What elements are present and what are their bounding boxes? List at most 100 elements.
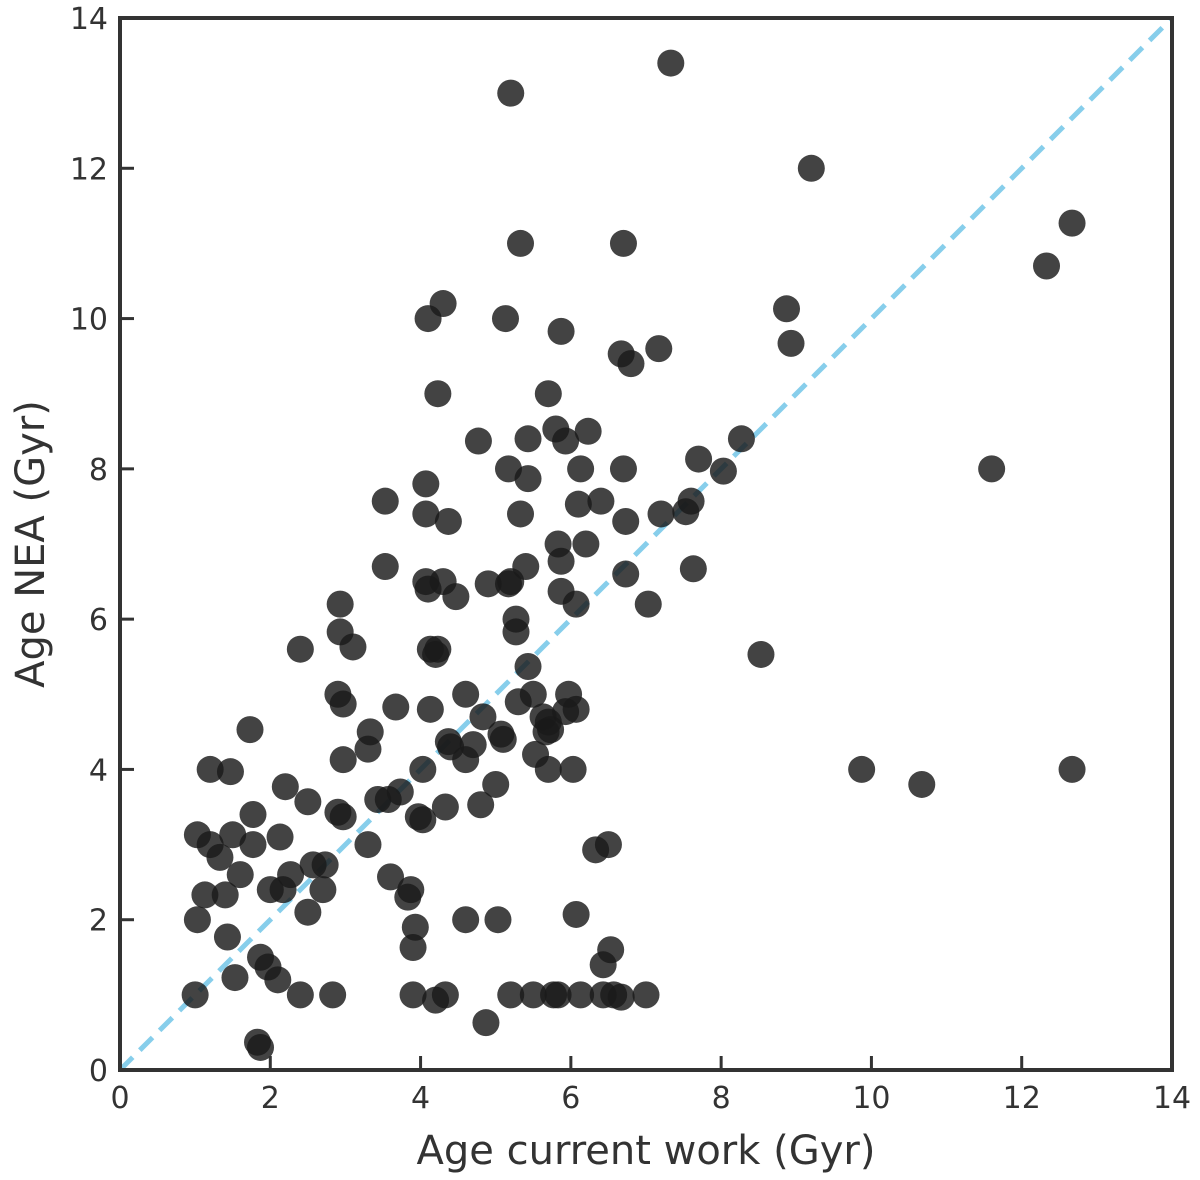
data-point [216,758,244,786]
data-point [424,635,452,663]
data-point [848,755,876,783]
data-point [773,295,801,323]
x-tick-label: 0 [110,1081,129,1116]
data-point [1033,252,1061,280]
data-point [452,906,480,934]
data-point [371,487,399,515]
data-point [319,981,347,1009]
data-point [399,934,427,962]
data-point [469,703,497,731]
data-point [747,640,775,668]
data-point [534,755,562,783]
data-point [266,823,294,851]
y-tick-label: 6 [89,603,108,638]
x-tick-label: 14 [1153,1081,1191,1116]
data-point [609,455,637,483]
data-point [567,455,595,483]
data-point [514,425,542,453]
data-point [409,806,437,834]
data-point [482,770,510,798]
x-tick-label: 4 [411,1081,430,1116]
y-tick-label: 0 [89,1054,108,1089]
data-point [908,770,936,798]
x-tick-label: 8 [712,1081,731,1116]
data-point [294,898,322,926]
data-point [401,913,429,941]
data-point [354,735,382,763]
data-point [514,652,542,680]
data-point [414,305,442,333]
data-point [519,981,547,1009]
data-point [399,981,427,1009]
data-point [412,470,440,498]
data-point [514,465,542,493]
data-point [183,906,211,934]
data-point [371,553,399,581]
data-point [412,500,440,528]
data-point [497,568,525,596]
data-point [239,831,267,859]
data-point [672,498,700,526]
data-point [326,590,354,618]
data-point [709,457,737,485]
data-point [354,831,382,859]
data-point [489,725,517,753]
data-point [452,680,480,708]
data-point [727,425,755,453]
y-tick-label: 2 [89,904,108,939]
data-point [589,951,617,979]
y-tick-label: 10 [70,303,108,338]
data-point [612,560,640,588]
data-point [409,755,437,783]
data-point [416,695,444,723]
data-point [474,570,502,598]
data-point [617,350,645,378]
data-point [534,380,562,408]
y-tick-label: 12 [70,152,108,187]
data-point [219,821,247,849]
data-point [213,923,241,951]
data-point [397,876,425,904]
data-point [547,547,575,575]
data-point [374,785,402,813]
data-point [1058,755,1086,783]
data-point [434,507,462,535]
y-tick-label: 8 [89,453,108,488]
data-point [567,981,595,1009]
x-tick-label: 12 [1003,1081,1041,1116]
data-point [382,693,410,721]
data-point [564,490,592,518]
data-point [552,427,580,455]
data-point [491,305,519,333]
data-point [339,633,367,661]
data-point [286,635,314,663]
data-point [777,329,805,357]
x-tick-label: 2 [261,1081,280,1116]
data-point [645,335,673,363]
data-point [294,788,322,816]
data-point [978,455,1006,483]
data-point [196,755,224,783]
data-point [544,981,572,1009]
data-point [459,731,487,759]
data-point [572,530,600,558]
x-tick-label: 6 [561,1081,580,1116]
data-point [657,49,685,77]
data-point [562,590,590,618]
data-point [679,555,707,583]
data-point [502,618,530,646]
axes-layer [118,16,1174,1072]
data-point [594,831,622,859]
data-point [634,590,662,618]
data-point [797,154,825,182]
y-tick-label: 14 [70,2,108,37]
data-point [507,500,535,528]
data-point [181,981,209,1009]
data-point [587,487,615,515]
data-point [464,427,492,455]
ticks-layer: 0 2 4 6 8 10 12 14 0 2 4 6 8 10 12 14 [70,2,1191,1116]
data-point [547,317,575,345]
data-point [264,966,292,994]
